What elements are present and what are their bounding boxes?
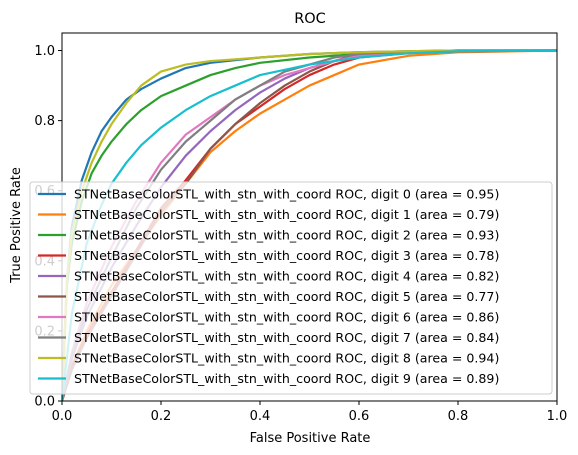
legend-label-digit-7: STNetBaseColorSTL_with_stn_with_coord RO… — [74, 330, 499, 345]
chart-title: ROC — [294, 11, 326, 27]
y-tick-label: 0.8 — [34, 114, 55, 129]
x-tick-label: 0.8 — [448, 409, 469, 424]
x-tick-label: 0.2 — [151, 409, 172, 424]
y-tick-label: 1.0 — [34, 44, 55, 59]
legend-label-digit-0: STNetBaseColorSTL_with_stn_with_coord RO… — [74, 187, 499, 202]
legend-label-digit-9: STNetBaseColorSTL_with_stn_with_coord RO… — [74, 371, 499, 386]
legend-label-digit-5: STNetBaseColorSTL_with_stn_with_coord RO… — [74, 289, 499, 304]
legend-label-digit-6: STNetBaseColorSTL_with_stn_with_coord RO… — [74, 310, 499, 325]
legend: STNetBaseColorSTL_with_stn_with_coord RO… — [30, 182, 552, 394]
legend-label-digit-1: STNetBaseColorSTL_with_stn_with_coord RO… — [74, 207, 499, 222]
legend-label-digit-2: STNetBaseColorSTL_with_stn_with_coord RO… — [74, 228, 499, 243]
y-tick-label: 0.0 — [34, 395, 55, 410]
x-tick-label: 0.6 — [349, 409, 370, 424]
x-tick-label: 1.0 — [547, 409, 568, 424]
x-tick-label: 0.0 — [52, 409, 73, 424]
legend-label-digit-3: STNetBaseColorSTL_with_stn_with_coord RO… — [74, 248, 499, 263]
x-axis-label: False Positive Rate — [250, 431, 371, 446]
y-axis-label: True Positive Rate — [9, 167, 24, 284]
legend-label-digit-8: STNetBaseColorSTL_with_stn_with_coord RO… — [74, 351, 499, 366]
x-tick-label: 0.4 — [250, 409, 271, 424]
legend-label-digit-4: STNetBaseColorSTL_with_stn_with_coord RO… — [74, 269, 499, 284]
